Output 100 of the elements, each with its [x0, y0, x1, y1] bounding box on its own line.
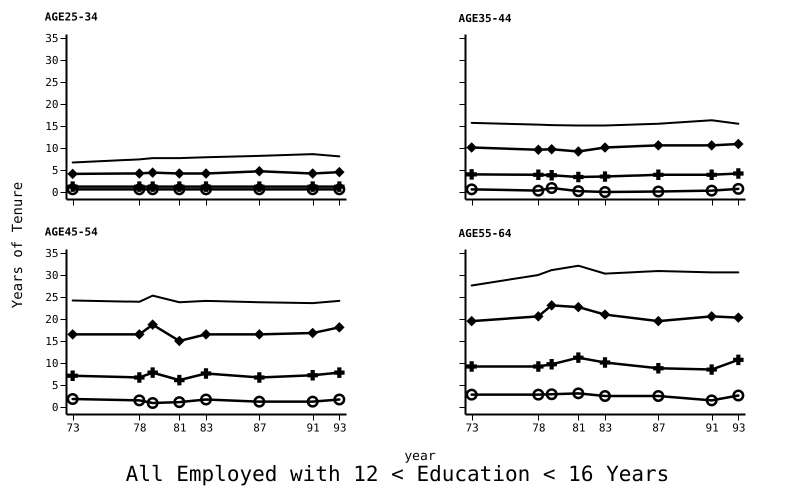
point: [600, 142, 610, 153]
y-tick-label: 35: [45, 32, 58, 45]
x-tick-label: 73: [466, 422, 479, 434]
point: [600, 357, 610, 368]
point: [307, 370, 318, 381]
point: [333, 393, 346, 406]
x-tick-label: 83: [200, 422, 214, 434]
y-tick-label: 25: [45, 76, 58, 89]
point: [733, 312, 744, 323]
point: [200, 368, 212, 379]
point: [306, 183, 319, 196]
x-axis-title: year: [403, 449, 437, 464]
point: [653, 362, 664, 374]
point: [200, 329, 212, 340]
x-tick-label: 91: [706, 422, 719, 434]
x-tick-label: 91: [306, 422, 320, 434]
point: [200, 183, 212, 196]
point: [573, 172, 584, 182]
point: [653, 316, 664, 326]
x-tick-label: 81: [173, 422, 186, 434]
point: [67, 168, 78, 180]
point: [133, 183, 146, 196]
point: [466, 388, 478, 401]
point: [134, 372, 145, 383]
point: [706, 311, 717, 322]
point: [706, 170, 717, 180]
y-tick-label: 30: [45, 268, 58, 282]
x-tick-label: 93: [333, 422, 346, 434]
y-tick-label: 15: [45, 334, 58, 348]
point: [652, 390, 664, 402]
y-tick-label: 0: [52, 400, 58, 414]
chart-title: AGE35-44: [458, 12, 512, 25]
point: [599, 186, 611, 198]
x-tick-label: 78: [133, 422, 146, 434]
point: [254, 329, 265, 340]
point: [466, 183, 478, 196]
y-tick-label: 0: [52, 186, 58, 199]
point: [653, 170, 664, 180]
point: [466, 361, 477, 372]
point: [147, 367, 158, 378]
x-tick-label: 73: [66, 422, 80, 434]
y-tick-label: 10: [45, 142, 58, 155]
y-axis-title: Years of Tenure: [10, 182, 26, 308]
point: [306, 396, 319, 408]
point: [66, 393, 79, 406]
point: [600, 171, 610, 182]
point: [333, 183, 346, 196]
x-tick-label: 93: [732, 422, 746, 434]
point: [334, 367, 345, 378]
point: [200, 393, 212, 406]
point: [253, 396, 266, 408]
point: [307, 168, 318, 179]
point: [174, 336, 185, 346]
x-tick-label: 87: [253, 422, 266, 434]
point: [706, 394, 718, 406]
point: [173, 183, 186, 196]
point: [733, 354, 744, 366]
chart-title: AGE55-64: [458, 227, 512, 240]
point: [732, 182, 744, 195]
chart-title: AGE25-34: [44, 10, 98, 24]
point: [546, 182, 558, 194]
point: [546, 388, 558, 400]
point: [146, 183, 159, 196]
point: [546, 170, 557, 180]
point: [334, 166, 345, 178]
y-tick-label: 10: [45, 356, 58, 370]
point: [706, 140, 717, 151]
text: All Employed with 12 < Education < 16 Years: [124, 462, 670, 486]
point: [532, 184, 544, 197]
point: [466, 316, 477, 326]
y-tick-label: 35: [45, 246, 58, 260]
point: [307, 328, 318, 338]
point: [706, 184, 718, 197]
point: [573, 352, 584, 363]
x-tick-label: 83: [598, 422, 612, 434]
point: [533, 311, 544, 322]
point: [334, 322, 345, 333]
point: [147, 167, 158, 178]
point: [653, 140, 664, 151]
point: [134, 168, 145, 179]
point: [706, 364, 717, 375]
point: [533, 361, 544, 372]
line-series: [72, 153, 340, 164]
point: [533, 144, 544, 155]
point: [146, 397, 159, 409]
point: [254, 372, 265, 383]
y-tick-label: 20: [45, 312, 58, 326]
point: [732, 390, 744, 402]
y-tick-label: 15: [45, 120, 58, 133]
x-tick-label: 78: [532, 422, 546, 434]
point: [546, 359, 557, 370]
point: [134, 329, 145, 340]
point: [147, 319, 158, 330]
line-series: [72, 294, 340, 304]
point: [733, 138, 744, 150]
point: [67, 370, 78, 381]
y-tick-label: 5: [52, 164, 58, 177]
point: [546, 300, 557, 311]
x-tick-label: 87: [652, 422, 666, 434]
point: [533, 170, 544, 180]
